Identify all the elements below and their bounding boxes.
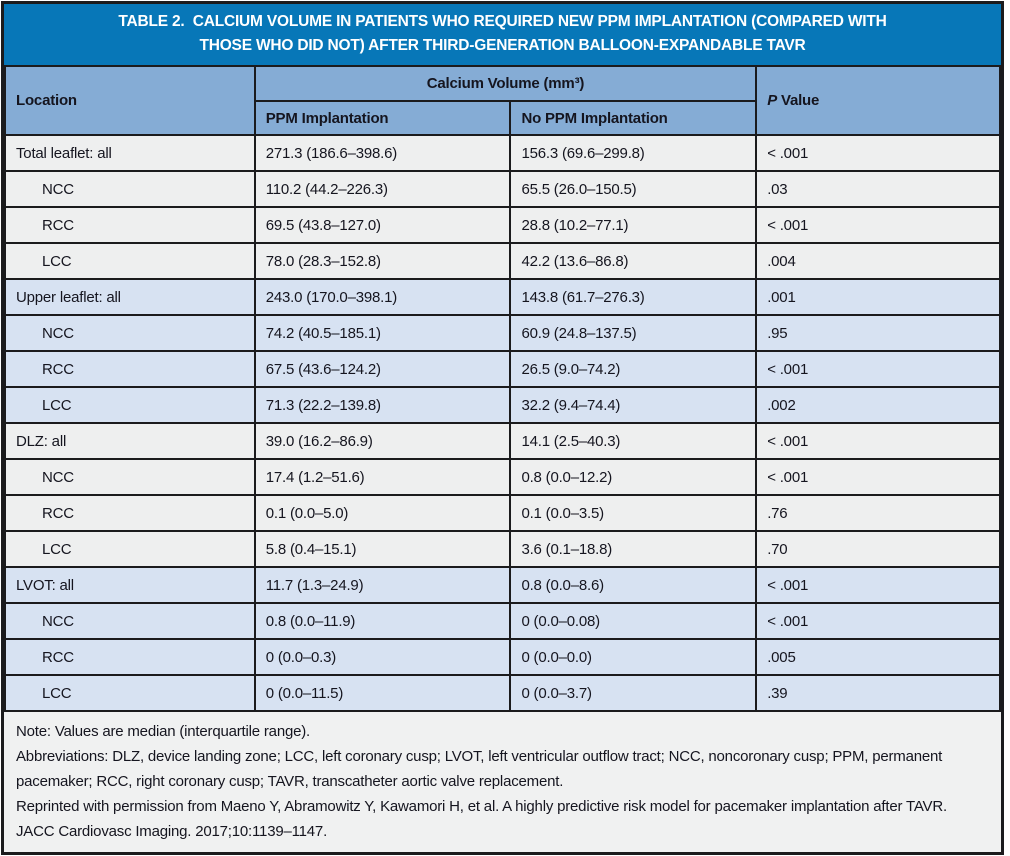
- table-row: RCC 0 (0.0–0.3) 0 (0.0–0.0) .005: [4, 638, 1001, 676]
- row-ppm-value: 243.0 (170.0–398.1): [253, 278, 512, 316]
- row-ppm-value: 69.5 (43.8–127.0): [253, 206, 512, 244]
- table-row: NCC 74.2 (40.5–185.1) 60.9 (24.8–137.5) …: [4, 314, 1001, 352]
- row-ppm-value: 0.8 (0.0–11.9): [253, 602, 512, 640]
- row-p-value: < .001: [755, 350, 1001, 388]
- row-location: NCC: [4, 602, 256, 640]
- row-p-value: < .001: [755, 566, 1001, 604]
- row-ppm-value: 0 (0.0–0.3): [253, 638, 512, 676]
- row-p-value: < .001: [755, 602, 1001, 640]
- row-no-ppm-value: 0.1 (0.0–3.5): [509, 494, 758, 532]
- row-no-ppm-value: 65.5 (26.0–150.5): [509, 170, 758, 208]
- row-ppm-value: 271.3 (186.6–398.6): [253, 134, 512, 172]
- row-location: DLZ: all: [4, 422, 256, 460]
- row-p-value: .004: [755, 242, 1001, 280]
- row-ppm-value: 74.2 (40.5–185.1): [253, 314, 512, 352]
- row-ppm-value: 67.5 (43.6–124.2): [253, 350, 512, 388]
- row-p-value: .005: [755, 638, 1001, 676]
- row-location: NCC: [4, 170, 256, 208]
- row-ppm-value: 0.1 (0.0–5.0): [253, 494, 512, 532]
- row-p-value: .001: [755, 278, 1001, 316]
- row-location: LCC: [4, 386, 256, 424]
- row-p-value: .39: [755, 674, 1001, 712]
- row-location: RCC: [4, 206, 256, 244]
- row-ppm-value: 5.8 (0.4–15.1): [253, 530, 512, 568]
- row-no-ppm-value: 0.8 (0.0–12.2): [509, 458, 758, 496]
- row-location: Upper leaflet: all: [4, 278, 256, 316]
- row-no-ppm-value: 32.2 (9.4–74.4): [509, 386, 758, 424]
- table-title-line2: THOSE WHO DID NOT) AFTER THIRD-GENERATIO…: [199, 37, 806, 54]
- row-no-ppm-value: 143.8 (61.7–276.3): [509, 278, 758, 316]
- row-location: LCC: [4, 242, 256, 280]
- row-ppm-value: 110.2 (44.2–226.3): [253, 170, 512, 208]
- row-no-ppm-value: 26.5 (9.0–74.2): [509, 350, 758, 388]
- table-row: LCC 71.3 (22.2–139.8) 32.2 (9.4–74.4) .0…: [4, 386, 1001, 424]
- row-no-ppm-value: 42.2 (13.6–86.8): [509, 242, 758, 280]
- table-row: RCC 67.5 (43.6–124.2) 26.5 (9.0–74.2) < …: [4, 350, 1001, 388]
- row-no-ppm-value: 0.8 (0.0–8.6): [509, 566, 758, 604]
- row-location: RCC: [4, 350, 256, 388]
- table-title-line1: TABLE 2. CALCIUM VOLUME IN PATIENTS WHO …: [118, 13, 887, 30]
- header-row-subcolumns: PPM Implantation No PPM Implantation: [5, 100, 1000, 136]
- p-value-rest: Value: [777, 92, 820, 109]
- header-row-group: Location Calcium Volume (mm³) P Value: [4, 65, 1001, 136]
- table-title: TABLE 2. CALCIUM VOLUME IN PATIENTS WHO …: [4, 4, 1001, 65]
- table-row: NCC 0.8 (0.0–11.9) 0 (0.0–0.08) < .001: [4, 602, 1001, 640]
- table-row: RCC 0.1 (0.0–5.0) 0.1 (0.0–3.5) .76: [4, 494, 1001, 532]
- row-p-value: < .001: [755, 134, 1001, 172]
- row-location: LCC: [4, 674, 256, 712]
- table-row: DLZ: all 39.0 (16.2–86.9) 14.1 (2.5–40.3…: [4, 422, 1001, 460]
- row-p-value: .002: [755, 386, 1001, 424]
- row-location: Total leaflet: all: [4, 134, 256, 172]
- table-row: LCC 0 (0.0–11.5) 0 (0.0–3.7) .39: [4, 674, 1001, 712]
- table-row: NCC 110.2 (44.2–226.3) 65.5 (26.0–150.5)…: [4, 170, 1001, 208]
- table-row: LCC 5.8 (0.4–15.1) 3.6 (0.1–18.8) .70: [4, 530, 1001, 568]
- table-row: LVOT: all 11.7 (1.3–24.9) 0.8 (0.0–8.6) …: [4, 566, 1001, 604]
- row-location: RCC: [4, 494, 256, 532]
- table-row: NCC 17.4 (1.2–51.6) 0.8 (0.0–12.2) < .00…: [4, 458, 1001, 496]
- column-header-p-value: P Value: [755, 65, 1001, 136]
- footnote-note: Note: Values are median (interquartile r…: [16, 723, 311, 740]
- row-ppm-value: 0 (0.0–11.5): [253, 674, 512, 712]
- column-header-no-ppm-implantation: No PPM Implantation: [509, 100, 758, 136]
- row-ppm-value: 11.7 (1.3–24.9): [253, 566, 512, 604]
- row-ppm-value: 71.3 (22.2–139.8): [253, 386, 512, 424]
- row-no-ppm-value: 14.1 (2.5–40.3): [509, 422, 758, 460]
- row-location: LCC: [4, 530, 256, 568]
- table-row: LCC 78.0 (28.3–152.8) 42.2 (13.6–86.8) .…: [4, 242, 1001, 280]
- row-location: NCC: [4, 458, 256, 496]
- row-p-value: < .001: [755, 458, 1001, 496]
- row-location: LVOT: all: [4, 566, 256, 604]
- row-p-value: .76: [755, 494, 1001, 532]
- table-row: RCC 69.5 (43.8–127.0) 28.8 (10.2–77.1) <…: [4, 206, 1001, 244]
- column-header-ppm-implantation: PPM Implantation: [253, 100, 512, 136]
- table-row: Total leaflet: all 271.3 (186.6–398.6) 1…: [4, 134, 1001, 172]
- row-ppm-value: 78.0 (28.3–152.8): [253, 242, 512, 280]
- row-p-value: .03: [755, 170, 1001, 208]
- row-ppm-value: 17.4 (1.2–51.6): [253, 458, 512, 496]
- p-value-italic-p: P: [767, 92, 777, 109]
- row-location: NCC: [4, 314, 256, 352]
- row-ppm-value: 39.0 (16.2–86.9): [253, 422, 512, 460]
- table-footnotes: Note: Values are median (interquartile r…: [4, 712, 1001, 852]
- row-p-value: .70: [755, 530, 1001, 568]
- row-no-ppm-value: 0 (0.0–0.0): [509, 638, 758, 676]
- row-no-ppm-value: 0 (0.0–3.7): [509, 674, 758, 712]
- row-no-ppm-value: 3.6 (0.1–18.8): [509, 530, 758, 568]
- row-p-value: < .001: [755, 206, 1001, 244]
- row-location: RCC: [4, 638, 256, 676]
- row-p-value: < .001: [755, 422, 1001, 460]
- row-no-ppm-value: 28.8 (10.2–77.1): [509, 206, 758, 244]
- column-header-calcium-volume: Calcium Volume (mm³): [253, 65, 758, 102]
- row-no-ppm-value: 60.9 (24.8–137.5): [509, 314, 758, 352]
- footnote-abbreviations: Abbreviations: DLZ, device landing zone;…: [16, 748, 943, 790]
- column-header-location: Location: [4, 65, 256, 136]
- calcium-volume-table: Location Calcium Volume (mm³) P Value PP…: [4, 65, 1001, 712]
- row-p-value: .95: [755, 314, 1001, 352]
- row-no-ppm-value: 156.3 (69.6–299.8): [509, 134, 758, 172]
- row-no-ppm-value: 0 (0.0–0.08): [509, 602, 758, 640]
- table-row: Upper leaflet: all 243.0 (170.0–398.1) 1…: [4, 278, 1001, 316]
- footnote-reprint: Reprinted with permission from Maeno Y, …: [16, 798, 947, 840]
